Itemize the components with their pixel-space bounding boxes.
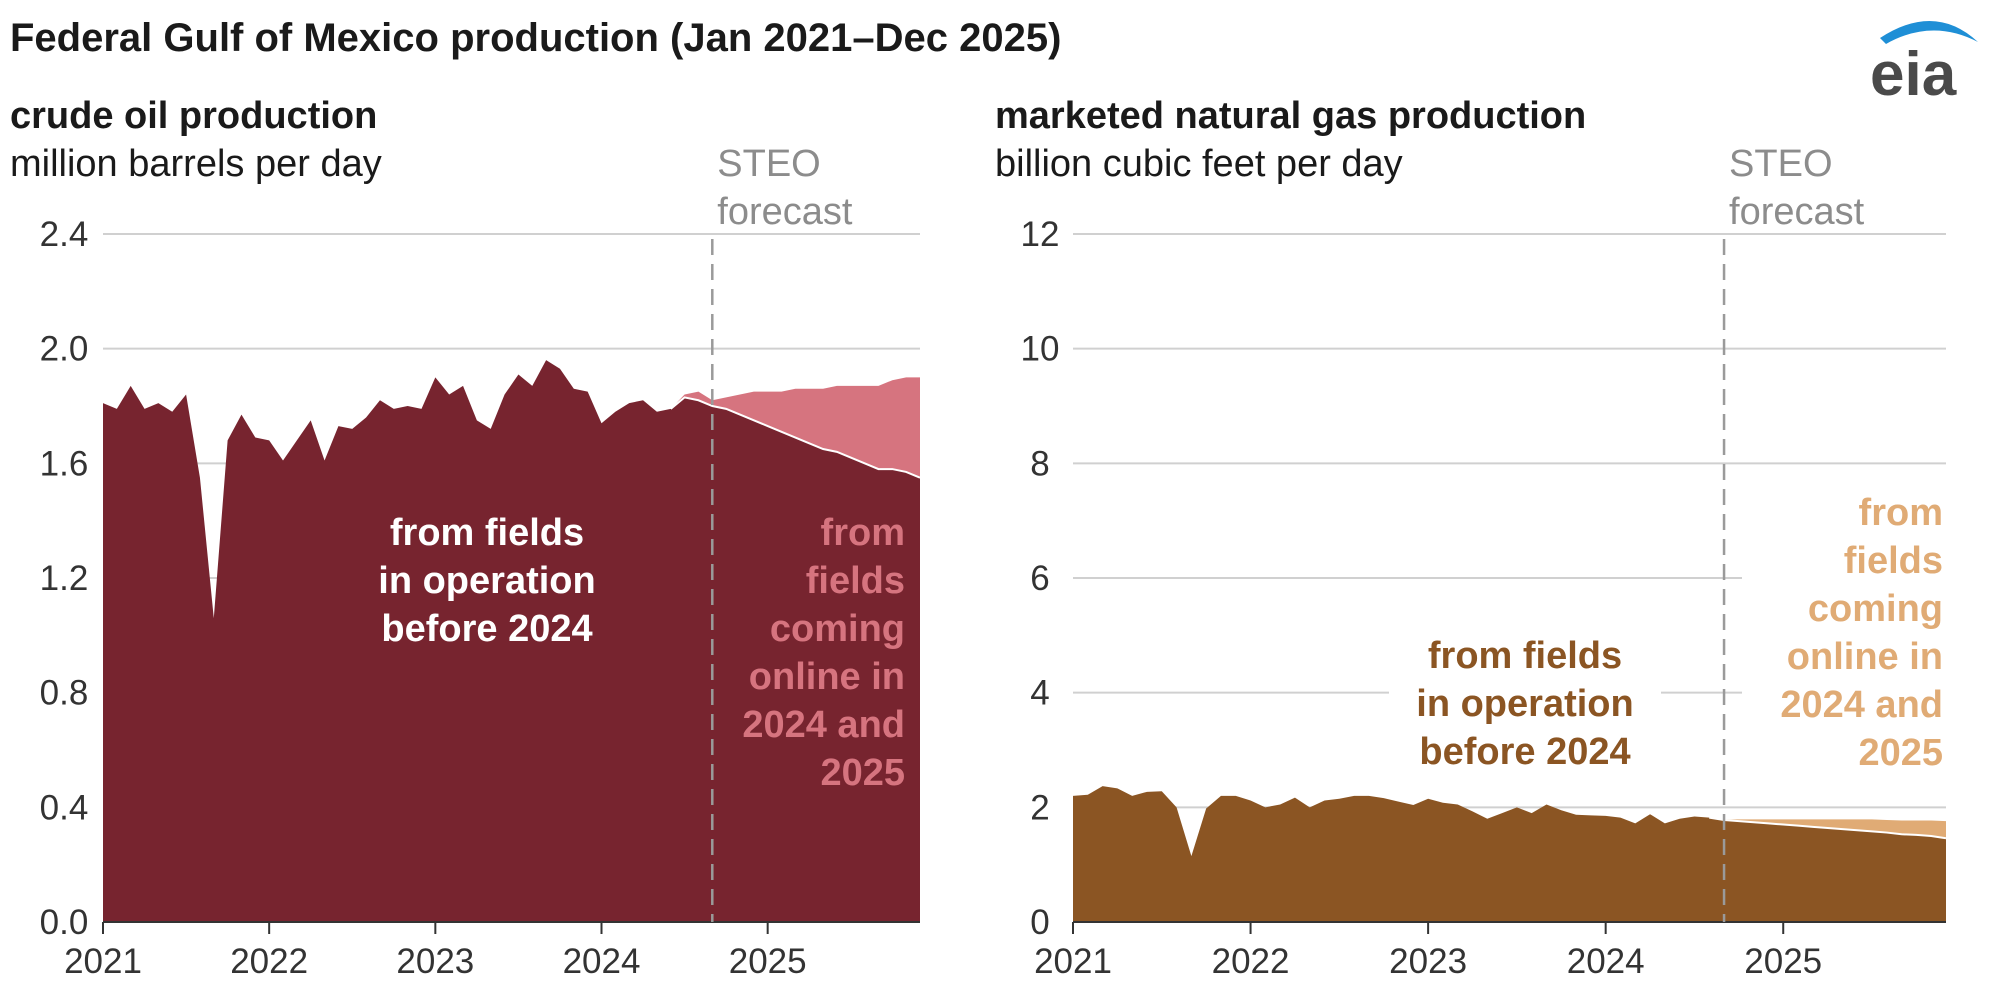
gas-y-tick-label: 10 [1021, 330, 1060, 369]
gas-y-tick-label: 6 [1030, 559, 1049, 598]
oil-x-tick-label: 2022 [230, 942, 308, 981]
oil-panel-title: crude oil production [10, 95, 377, 137]
gas-label-background [1742, 485, 1951, 777]
oil-x-tick-label: 2021 [64, 942, 142, 981]
gas-new-fields-label: 2025 [1858, 732, 1943, 774]
oil-forecast-label: forecast [717, 191, 853, 233]
oil-existing-fields-label: in operation [378, 560, 595, 602]
gas-y-tick-label: 2 [1030, 788, 1049, 827]
gas-forecast-label: forecast [1729, 191, 1865, 233]
oil-new-fields-label: 2025 [820, 752, 905, 794]
oil-y-tick-label: 1.2 [40, 559, 89, 598]
oil-unit-label: million barrels per day [10, 143, 382, 185]
oil-series-boundary [670, 396, 921, 479]
oil-x-tick-label: 2024 [563, 942, 641, 981]
logo-text: eia [1870, 40, 1957, 109]
oil-new-fields-label: from [821, 512, 905, 554]
gas-y-tick-label: 12 [1021, 215, 1060, 254]
logo-arc-icon [1880, 20, 1978, 44]
oil-new-fields-label: fields [806, 560, 905, 602]
gas-panel-title: marketed natural gas production [995, 95, 1586, 137]
gas-y-tick-label: 8 [1030, 444, 1049, 483]
oil-new-fields-label: coming [770, 608, 905, 650]
gas-new-fields-label: fields [1844, 540, 1943, 582]
gas-series-new-fields [1073, 786, 1946, 857]
eia-logo: eia [1870, 20, 1978, 109]
oil-series-existing-fields [103, 360, 920, 923]
gas-existing-fields-label: in operation [1416, 683, 1633, 725]
gas-series-boundary [1709, 816, 1947, 840]
oil-y-tick-label: 0.0 [40, 903, 89, 942]
gas-existing-fields-label: before 2024 [1419, 731, 1630, 773]
oil-y-tick-label: 2.4 [40, 215, 89, 254]
gas-new-fields-label: online in [1787, 636, 1943, 678]
oil-y-tick-label: 1.6 [40, 444, 89, 483]
gas-existing-fields-label: from fields [1428, 635, 1622, 677]
gas-x-tick-label: 2024 [1567, 942, 1645, 981]
oil-existing-fields-label: before 2024 [381, 608, 592, 650]
gas-y-tick-label: 0 [1030, 903, 1049, 942]
gas-label-background [1389, 628, 1661, 776]
gas-unit-label: billion cubic feet per day [995, 143, 1403, 185]
oil-existing-fields-label: from fields [390, 512, 584, 554]
figure-title: Federal Gulf of Mexico production (Jan 2… [10, 16, 1061, 60]
gas-forecast-label: STEO [1729, 143, 1832, 185]
gas-chart-panel: marketed natural gas production billion c… [995, 95, 1951, 981]
gas-x-tick-label: 2021 [1034, 942, 1112, 981]
oil-new-fields-label: online in [749, 656, 905, 698]
oil-x-tick-label: 2025 [729, 942, 807, 981]
gas-y-tick-label: 4 [1030, 674, 1049, 713]
gas-new-fields-label: from [1859, 492, 1943, 534]
oil-y-tick-label: 2.0 [40, 330, 89, 369]
oil-y-tick-label: 0.4 [40, 788, 89, 827]
oil-new-fields-label: 2024 and [742, 704, 905, 746]
gas-x-tick-label: 2022 [1212, 942, 1290, 981]
gas-new-fields-label: coming [1808, 588, 1943, 630]
gas-series-existing-fields [1073, 786, 1946, 922]
oil-y-tick-label: 0.8 [40, 674, 89, 713]
oil-series-new-fields [103, 360, 920, 619]
gas-x-tick-label: 2023 [1389, 942, 1467, 981]
oil-x-tick-label: 2023 [396, 942, 474, 981]
oil-chart-panel: crude oil production million barrels per … [10, 95, 921, 981]
gas-new-fields-label: 2024 and [1780, 684, 1943, 726]
gas-x-tick-label: 2025 [1744, 942, 1822, 981]
oil-forecast-label: STEO [717, 143, 820, 185]
